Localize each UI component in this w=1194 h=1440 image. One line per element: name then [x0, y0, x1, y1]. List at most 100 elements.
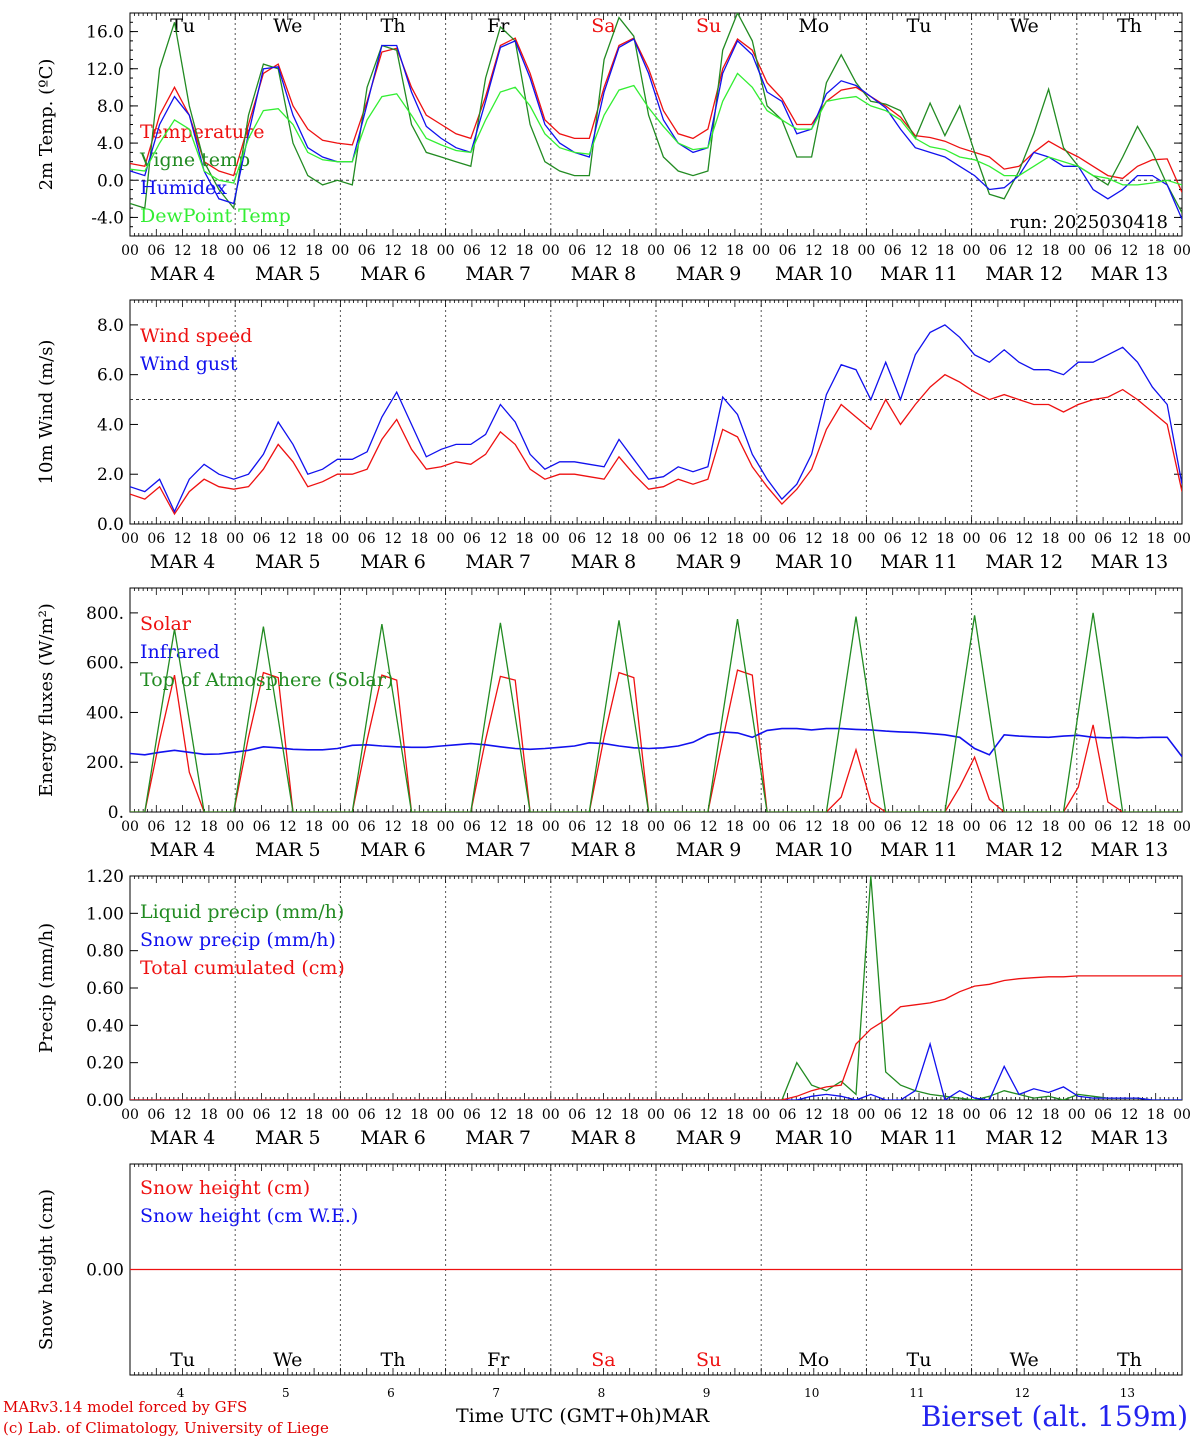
x-hour-label: 00 [542, 1107, 560, 1123]
x-hour-label: 18 [516, 531, 534, 547]
series-line-dewpoint-temp [130, 72, 1182, 186]
x-hour-label: 06 [253, 819, 271, 835]
x-hour-label: 12 [384, 243, 402, 259]
x-date-label: MAR 9 [676, 263, 742, 285]
x-date-label: MAR 13 [1091, 1127, 1169, 1149]
x-hour-label: 00 [542, 531, 560, 547]
day-number-label: 9 [703, 1386, 711, 1400]
x-hour-label: 18 [1042, 1107, 1060, 1123]
x-hour-label: 00 [1173, 819, 1191, 835]
y-tick-label: 4.0 [97, 134, 124, 154]
x-hour-label: 12 [1120, 531, 1138, 547]
day-name-label: Su [696, 15, 721, 37]
x-date-label: MAR 13 [1091, 839, 1169, 861]
day-number-label: 7 [492, 1386, 500, 1400]
x-hour-label: 12 [700, 1107, 718, 1123]
x-date-label: MAR 12 [985, 551, 1063, 573]
x-hour-label: 00 [857, 243, 875, 259]
x-hour-label: 18 [200, 819, 218, 835]
x-hour-label: 18 [516, 819, 534, 835]
x-hour-label: 18 [410, 531, 428, 547]
day-number-label: 6 [387, 1386, 395, 1400]
x-hour-label: 12 [174, 819, 192, 835]
day-number-label: 5 [282, 1386, 290, 1400]
y-tick-label: 0.80 [86, 942, 124, 962]
x-hour-label: 12 [700, 243, 718, 259]
legend-label: Wind speed [140, 325, 252, 347]
x-hour-label: 18 [831, 1107, 849, 1123]
x-hour-label: 00 [331, 531, 349, 547]
day-name-label: Tu [907, 1349, 932, 1371]
x-hour-label: 12 [700, 531, 718, 547]
x-hour-label: 06 [1094, 243, 1112, 259]
y-tick-label: 0.0 [97, 171, 124, 191]
x-hour-label: 12 [1015, 243, 1033, 259]
day-name-label: Th [1117, 15, 1142, 37]
day-number-label: 10 [804, 1386, 819, 1400]
x-date-label: MAR 6 [360, 1127, 426, 1149]
x-hour-label: 06 [568, 1107, 586, 1123]
x-hour-label: 18 [200, 1107, 218, 1123]
x-hour-label: 12 [1015, 819, 1033, 835]
y-tick-label: 600. [86, 654, 124, 674]
x-hour-label: 00 [226, 1107, 244, 1123]
x-hour-label: 06 [989, 819, 1007, 835]
x-hour-label: 18 [516, 1107, 534, 1123]
series-line-vigne-temp [130, 13, 1182, 214]
x-hour-label: 12 [594, 243, 612, 259]
x-hour-label: 00 [226, 243, 244, 259]
legend-label: DewPoint Temp [140, 205, 291, 227]
x-hour-label: 06 [673, 531, 691, 547]
panel-3: 0. 200. 400. 600. 800. Energy fluxes (W/m²) 00… [36, 587, 1191, 861]
x-hour-label: 00 [1068, 531, 1086, 547]
x-hour-label: 00 [963, 531, 981, 547]
x-hour-label: 18 [1147, 819, 1165, 835]
x-hour-label: 06 [463, 531, 481, 547]
x-date-label: MAR 8 [571, 263, 637, 285]
x-hour-label: 18 [410, 819, 428, 835]
x-hour-label: 12 [174, 1107, 192, 1123]
run-annotation: run: 2025030418 [1010, 212, 1168, 233]
panel-2: 0.0 2.0 4.0 6.0 8.0 10m Wind (m/s) 00 06 12 18 00 0… [36, 299, 1191, 573]
y-tick-label: 1.00 [86, 904, 124, 924]
x-hour-label: 12 [805, 819, 823, 835]
x-hour-label: 12 [805, 1107, 823, 1123]
x-hour-label: 00 [437, 243, 455, 259]
x-hour-label: 06 [463, 1107, 481, 1123]
x-hour-label: 18 [200, 243, 218, 259]
x-date-label: MAR 8 [571, 839, 637, 861]
x-hour-label: 12 [279, 531, 297, 547]
x-hour-label: 00 [331, 819, 349, 835]
x-hour-label: 18 [1147, 243, 1165, 259]
x-hour-label: 06 [884, 1107, 902, 1123]
x-hour-label: 06 [568, 819, 586, 835]
x-date-label: MAR 9 [676, 1127, 742, 1149]
y-tick-label: 0.0 [97, 515, 124, 535]
x-date-label: MAR 10 [775, 839, 853, 861]
x-date-label: MAR 13 [1091, 263, 1169, 285]
x-hour-label: 00 [752, 243, 770, 259]
legend-label: Snow height (cm W.E.) [140, 1205, 358, 1227]
x-date-label: MAR 6 [360, 839, 426, 861]
x-hour-label: 12 [594, 531, 612, 547]
day-name-label: Su [696, 1349, 721, 1371]
x-hour-label: 12 [279, 243, 297, 259]
x-hour-label: 06 [779, 243, 797, 259]
legend-label: Top of Atmosphere (Solar) [140, 669, 393, 691]
x-hour-label: 06 [1094, 1107, 1112, 1123]
x-hour-label: 18 [305, 819, 323, 835]
x-hour-label: 06 [463, 819, 481, 835]
x-hour-label: 00 [1173, 243, 1191, 259]
x-hour-label: 18 [936, 243, 954, 259]
x-date-label: MAR 9 [676, 839, 742, 861]
x-hour-label: 06 [1094, 819, 1112, 835]
x-hour-label: 18 [831, 819, 849, 835]
x-hour-label: 06 [147, 243, 165, 259]
x-hour-label: 00 [963, 819, 981, 835]
x-hour-label: 18 [305, 243, 323, 259]
x-hour-label: 00 [857, 1107, 875, 1123]
day-name-label: We [273, 15, 302, 37]
x-hour-label: 12 [805, 243, 823, 259]
x-hour-label: 06 [779, 819, 797, 835]
y-axis-label: Precip (mm/h) [36, 923, 57, 1053]
